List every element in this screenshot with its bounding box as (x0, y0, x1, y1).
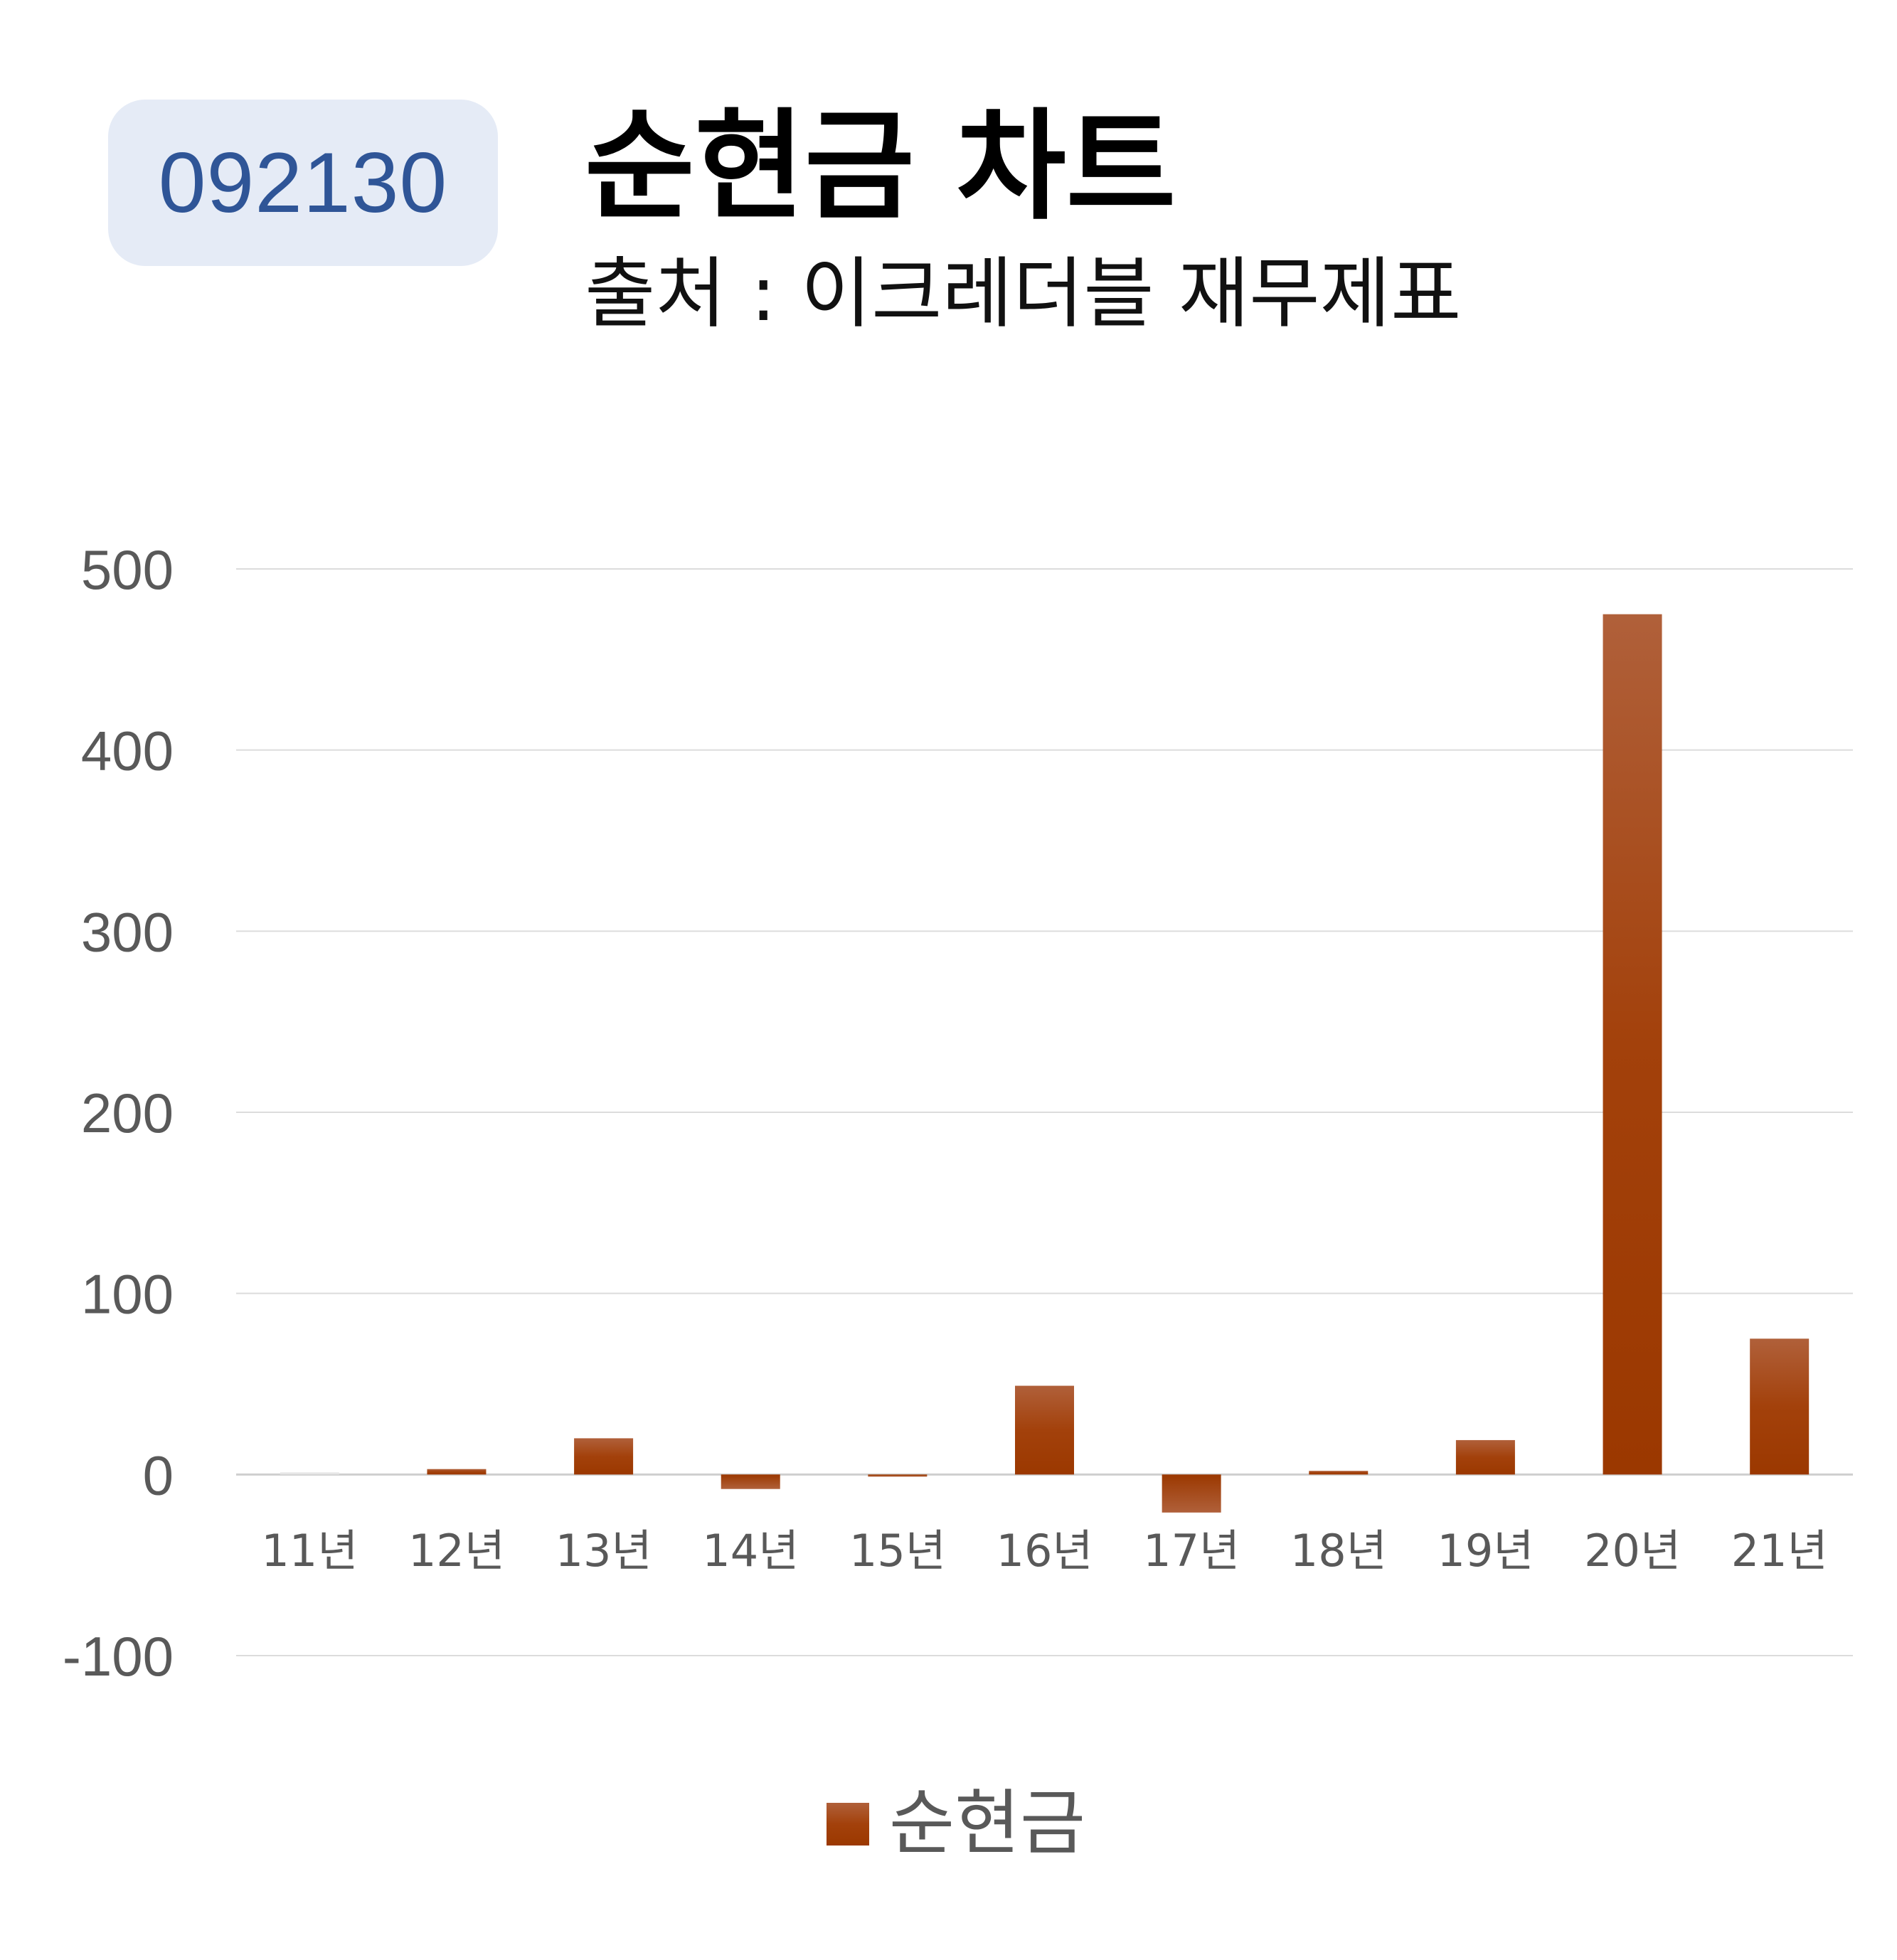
stock-code-badge: 092130 (108, 100, 498, 266)
x-axis-categories: 11년 12년 13년 14년 15년 16년 17년 18년 19년 20년 21년 (261, 1525, 1827, 1577)
legend: 순현금 (827, 1781, 1085, 1865)
bar-9 (1603, 614, 1662, 1475)
y-tick-label-6: -100 (63, 1625, 174, 1688)
x-tick-label-1: 12년 (408, 1525, 505, 1577)
bar-0 (280, 1472, 339, 1475)
bar-8 (1455, 1439, 1515, 1475)
x-tick-label-2: 13년 (556, 1525, 652, 1577)
y-tick-label-2: 300 (81, 900, 174, 963)
bar-3 (721, 1474, 780, 1489)
bar-7 (1309, 1471, 1369, 1475)
stock-code: 092130 (158, 135, 448, 230)
y-tick-label-5: 0 (143, 1444, 174, 1506)
bar-10 (1750, 1338, 1810, 1475)
bars (280, 614, 1810, 1513)
y-tick-label-0: 500 (81, 538, 174, 601)
y-tick-label-3: 200 (81, 1082, 174, 1144)
bar-4 (868, 1474, 928, 1477)
y-tick-label-4: 100 (81, 1263, 174, 1326)
x-tick-label-7: 18년 (1290, 1525, 1387, 1577)
y-tick-label-1: 400 (81, 720, 174, 782)
chart-subtitle: 출처 : 이크레더블 재무제표 (585, 250, 1462, 339)
x-tick-label-10: 21년 (1731, 1525, 1828, 1577)
x-tick-label-5: 16년 (997, 1525, 1093, 1577)
x-tick-label-8: 19년 (1437, 1525, 1534, 1577)
y-axis-ticks: 500 400 300 200 100 0 -100 (63, 538, 174, 1688)
x-tick-label-0: 11년 (261, 1525, 358, 1577)
legend-swatch-series-0 (827, 1803, 869, 1846)
x-tick-label-3: 14년 (702, 1525, 799, 1577)
bar-5 (1015, 1385, 1074, 1475)
legend-label-series-0: 순현금 (889, 1781, 1085, 1865)
x-tick-label-9: 20년 (1584, 1525, 1681, 1577)
x-tick-label-6: 17년 (1143, 1525, 1240, 1577)
chart-title: 순현금 차트 (585, 97, 1176, 236)
bar-6 (1162, 1474, 1221, 1513)
bar-1 (427, 1469, 487, 1475)
x-tick-label-4: 15년 (849, 1525, 946, 1577)
bar-2 (574, 1438, 634, 1475)
